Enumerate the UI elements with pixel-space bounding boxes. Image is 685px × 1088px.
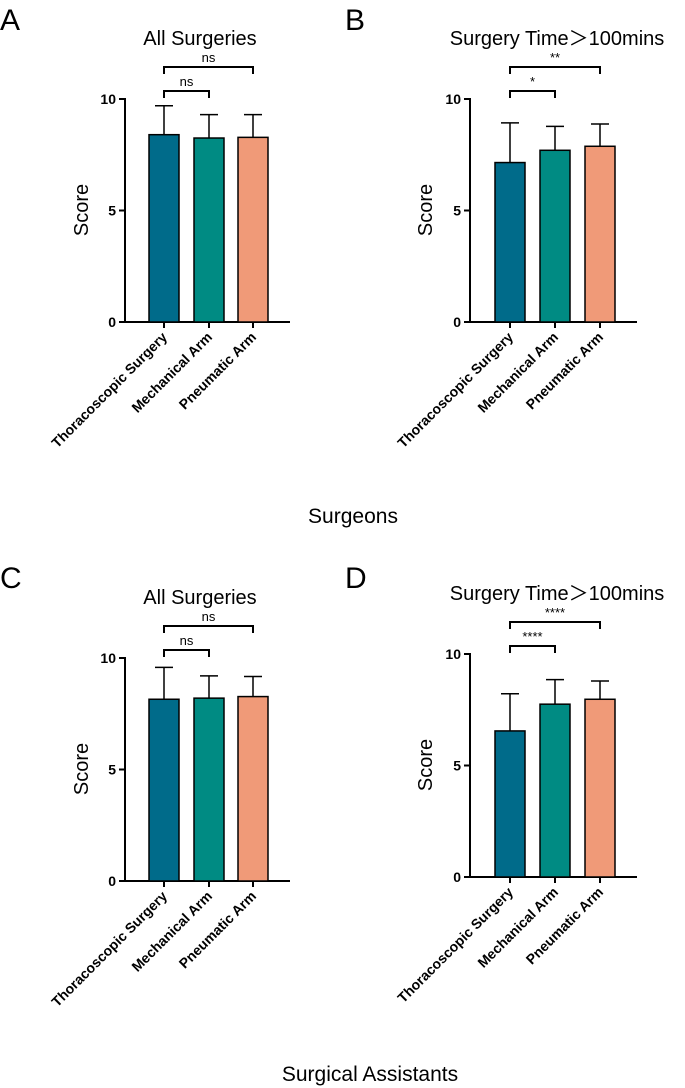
significance-label-d-2: **** [545,605,565,620]
bar-d-mechanical-arm [539,703,571,878]
y-tick-label-d-10: 10 [445,646,461,662]
y-tick-label-b-0: 0 [453,314,461,330]
bar-c-pneumatic-arm [237,695,269,882]
panel-d: D Surgery Time＞100minsScore0510Thoracosco… [345,562,664,1006]
bar-b-mechanical-arm [539,149,571,323]
category-label-a-pneumatic-arm: Pneumatic Arm [176,329,260,413]
y-tick-label-b-5: 5 [453,203,461,219]
category-label-d-pneumatic-arm: Pneumatic Arm [523,884,607,968]
category-label-a-mechanical-arm: Mechanical Arm [128,329,215,416]
y-tick-label-a-0: 0 [108,314,116,330]
significance-bracket-d-1 [509,645,556,653]
bar-a-mechanical-arm [193,137,225,323]
y-tick-label-c-10: 10 [100,650,116,666]
significance-bracket-b-1 [509,90,556,98]
bar-c-thoracoscopic-surgery [148,698,180,882]
significance-bracket-a-2 [163,66,254,74]
bar-a-pneumatic-arm [237,136,269,323]
chart-title-c: All Surgeries [143,587,256,609]
significance-label-b-2: ** [550,50,560,65]
category-label-d-mechanical-arm: Mechanical Arm [474,884,561,971]
significance-label-a-2: ns [202,50,216,65]
row-label-surgical-assistants: Surgical Assistants [282,1063,458,1086]
panel-letter-a: A [0,4,20,37]
significance-bracket-c-1 [163,649,210,657]
bar-b-thoracoscopic-surgery [494,161,526,323]
significance-label-d-1: **** [522,629,542,644]
significance-label-b-1: * [530,74,535,89]
panel-letter-d: D [345,562,367,595]
y-tick-label-b-10: 10 [445,91,461,107]
panel-letter-b: B [345,4,365,37]
significance-bracket-d-2 [509,621,601,629]
bar-d-pneumatic-arm [584,698,616,878]
chart-title-d: Surgery Time＞100mins [450,583,665,605]
category-label-b-mechanical-arm: Mechanical Arm [474,329,561,416]
bar-d-thoracoscopic-surgery [494,730,526,878]
y-axis-label-a: Score [71,184,93,236]
significance-label-c-2: ns [202,609,216,624]
y-tick-label-c-5: 5 [108,762,116,778]
category-label-c-pneumatic-arm: Pneumatic Arm [176,888,260,972]
y-tick-label-a-10: 10 [100,91,116,107]
panel-letter-c: C [0,562,22,595]
y-tick-label-c-0: 0 [108,873,116,889]
y-axis-label-d: Score [415,739,437,791]
y-axis-label-c: Score [71,743,93,795]
y-tick-label-d-5: 5 [453,758,461,774]
category-label-b-pneumatic-arm: Pneumatic Arm [523,329,607,413]
y-tick-label-d-0: 0 [453,869,461,885]
bar-b-pneumatic-arm [584,145,616,323]
bar-c-mechanical-arm [193,697,225,882]
category-label-c-mechanical-arm: Mechanical Arm [128,888,215,975]
significance-bracket-a-1 [163,90,210,98]
row-label-surgeons: Surgeons [308,505,398,528]
chart-title-b: Surgery Time＞100mins [450,28,665,50]
bar-a-thoracoscopic-surgery [148,133,180,323]
y-tick-label-a-5: 5 [108,203,116,219]
chart-title-a: All Surgeries [143,28,256,50]
significance-bracket-c-2 [163,625,254,633]
significance-label-c-1: ns [180,633,194,648]
y-axis-label-b: Score [415,184,437,236]
significance-label-a-1: ns [180,74,194,89]
significance-bracket-b-2 [509,66,601,74]
